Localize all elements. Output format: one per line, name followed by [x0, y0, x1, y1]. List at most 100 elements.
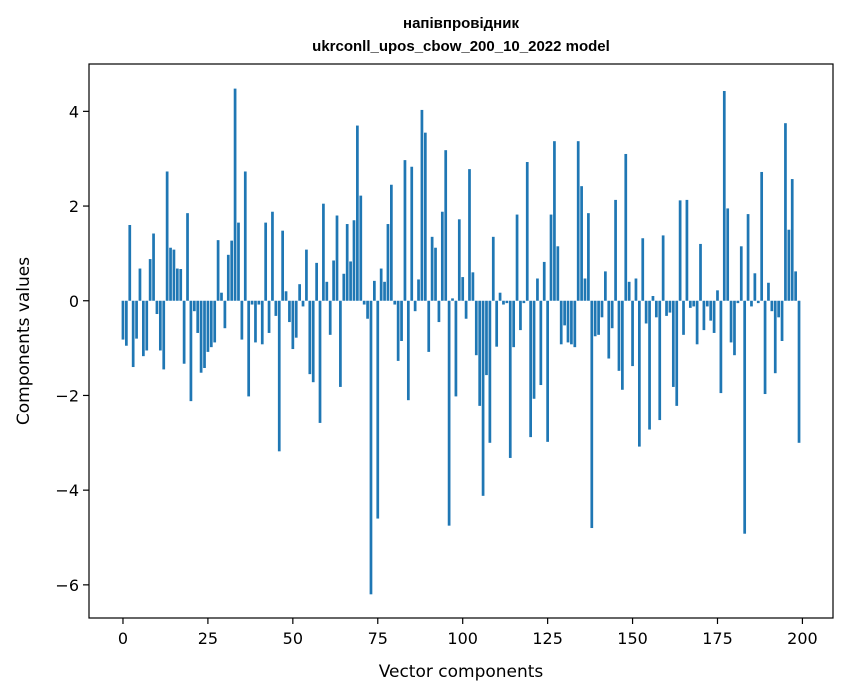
bar-component-129 — [559, 300, 563, 345]
bar-component-89 — [423, 132, 427, 301]
bar-component-154 — [644, 300, 648, 324]
bar-component-72 — [366, 300, 369, 319]
bar-component-75 — [376, 300, 380, 519]
bar-component-100 — [461, 277, 465, 301]
bar-component-17 — [179, 269, 183, 301]
bar-component-149 — [627, 281, 631, 301]
bar-component-61 — [328, 300, 332, 335]
bar-component-4 — [135, 300, 138, 339]
bar-component-112 — [502, 300, 505, 305]
bar-component-57 — [315, 262, 318, 301]
bar-component-104 — [474, 300, 478, 356]
bar-component-121 — [532, 300, 536, 399]
bar-component-65 — [342, 273, 346, 301]
bar-component-164 — [678, 200, 682, 301]
bar-component-196 — [787, 229, 791, 301]
bar-component-77 — [383, 281, 386, 301]
bar-component-38 — [250, 300, 254, 305]
x-tick-label: 175 — [702, 629, 733, 648]
bar-component-62 — [332, 260, 335, 301]
bar-component-96 — [447, 300, 451, 526]
bars-group — [121, 88, 801, 595]
bar-component-147 — [621, 300, 624, 390]
bar-component-165 — [682, 300, 685, 335]
bar-component-14 — [169, 247, 172, 301]
bar-component-54 — [305, 249, 308, 301]
bar-component-145 — [614, 199, 617, 301]
bar-component-175 — [716, 290, 719, 301]
bar-component-183 — [743, 300, 747, 534]
bar-component-140 — [597, 300, 600, 335]
bar-component-27 — [213, 300, 217, 343]
bar-component-63 — [335, 215, 339, 301]
bar-component-19 — [186, 213, 189, 301]
bar-component-115 — [512, 300, 516, 348]
bar-component-21 — [192, 300, 196, 312]
bar-component-170 — [699, 243, 702, 301]
bar-component-194 — [780, 300, 784, 341]
bar-component-81 — [396, 300, 400, 361]
bar-component-78 — [386, 224, 390, 301]
bar-component-55 — [308, 300, 312, 375]
bar-component-127 — [553, 141, 556, 301]
bar-component-185 — [750, 300, 753, 307]
bar-component-141 — [600, 300, 604, 318]
bar-component-180 — [733, 300, 736, 356]
bar-component-148 — [624, 153, 628, 301]
bar-component-9 — [152, 233, 155, 301]
bar-component-118 — [522, 300, 526, 304]
y-axis-label: Components values — [14, 257, 34, 425]
bar-component-34 — [237, 222, 240, 301]
bar-component-52 — [298, 284, 301, 301]
bar-component-153 — [641, 238, 645, 301]
bar-component-151 — [634, 278, 638, 301]
bar-component-143 — [607, 300, 611, 359]
bar-component-68 — [352, 220, 356, 301]
bar-component-99 — [457, 219, 461, 301]
bar-component-94 — [440, 211, 444, 301]
bar-component-35 — [240, 300, 244, 340]
bar-component-32 — [230, 240, 234, 301]
bar-component-117 — [519, 300, 522, 331]
bar-component-178 — [726, 208, 730, 301]
bar-component-138 — [590, 300, 594, 529]
bar-component-26 — [209, 300, 213, 348]
bar-component-142 — [604, 271, 607, 301]
bar-component-111 — [498, 292, 502, 301]
bar-component-56 — [311, 300, 315, 383]
bar-component-5 — [138, 268, 142, 301]
y-tick-label: −6 — [55, 576, 79, 595]
bar-component-71 — [362, 300, 366, 305]
bar-component-66 — [345, 224, 349, 301]
bar-component-60 — [325, 281, 329, 301]
bar-component-84 — [406, 300, 410, 401]
bar-component-162 — [671, 300, 675, 387]
bar-component-53 — [301, 300, 305, 307]
bar-component-131 — [566, 300, 570, 343]
bar-component-125 — [546, 300, 549, 442]
bar-component-22 — [196, 300, 200, 333]
bar-component-120 — [529, 300, 532, 438]
bar-component-11 — [158, 300, 162, 351]
bar-component-44 — [271, 211, 274, 301]
bar-component-124 — [542, 261, 546, 301]
x-tick-label: 25 — [198, 629, 218, 648]
bar-component-126 — [549, 214, 553, 301]
bar-component-43 — [267, 300, 271, 333]
bar-component-15 — [172, 249, 176, 301]
bar-component-90 — [427, 300, 431, 352]
bar-component-25 — [206, 300, 210, 352]
bar-component-7 — [145, 300, 149, 351]
bar-component-48 — [284, 291, 288, 301]
bar-component-87 — [417, 279, 420, 301]
bar-component-67 — [349, 261, 352, 301]
bar-component-2 — [128, 224, 132, 301]
bar-component-133 — [573, 300, 577, 348]
bar-component-28 — [216, 240, 220, 301]
bar-component-197 — [790, 179, 794, 301]
bar-component-156 — [651, 296, 655, 301]
bar-component-109 — [491, 236, 495, 301]
bar-component-47 — [281, 230, 284, 301]
